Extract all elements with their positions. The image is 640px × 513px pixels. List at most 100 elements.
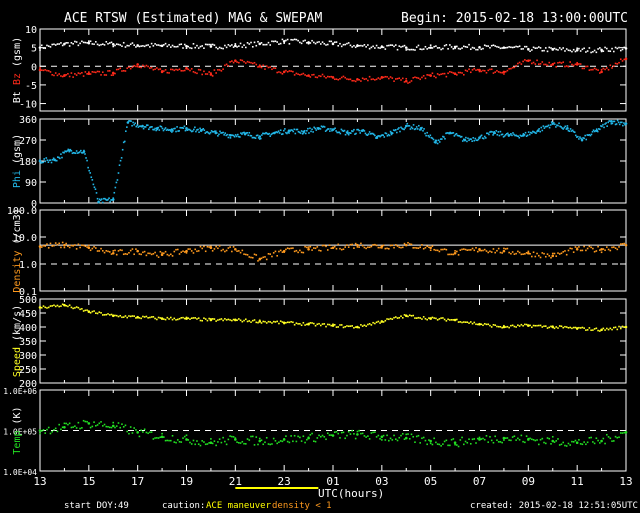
data-point [175, 46, 177, 48]
data-point [361, 77, 364, 80]
data-point [452, 253, 455, 256]
data-point [446, 132, 448, 134]
data-point [476, 323, 479, 326]
data-point [426, 48, 428, 50]
data-point [218, 318, 221, 321]
data-point [508, 46, 510, 48]
data-point [479, 135, 482, 138]
data-point [145, 64, 148, 67]
data-point [295, 128, 298, 131]
data-point [583, 67, 585, 70]
x-tick-label: 03 [375, 475, 388, 488]
data-point [425, 134, 427, 137]
data-point [253, 253, 256, 256]
data-point [265, 258, 268, 261]
data-point [141, 124, 144, 128]
data-point [110, 253, 113, 255]
data-point [274, 321, 277, 323]
data-point [175, 130, 177, 133]
data-point [382, 76, 385, 79]
data-point [250, 435, 252, 438]
data-point [211, 43, 214, 46]
data-point [115, 253, 118, 256]
data-point [346, 434, 348, 437]
data-point [506, 69, 509, 72]
data-point [593, 250, 596, 253]
data-point [611, 122, 614, 125]
data-point [150, 316, 153, 318]
data-point [117, 68, 120, 71]
data-point [428, 47, 430, 49]
data-point [592, 329, 594, 331]
data-point [513, 46, 516, 48]
data-point [307, 41, 310, 44]
data-point [606, 67, 608, 69]
data-point [185, 127, 188, 130]
data-point [539, 63, 542, 65]
data-point [322, 125, 325, 128]
data-point [410, 315, 413, 317]
data-point [593, 67, 596, 70]
data-point [323, 435, 326, 438]
data-point [405, 77, 408, 80]
data-point [164, 439, 167, 442]
data-point [464, 440, 467, 443]
data-point [343, 129, 346, 132]
data-point [337, 131, 340, 134]
data-point [170, 130, 172, 132]
data-point [528, 133, 531, 136]
data-point [281, 251, 284, 253]
data-point [475, 139, 478, 141]
data-point [375, 44, 378, 47]
data-point [616, 119, 619, 122]
data-point [624, 47, 628, 50]
data-point [572, 130, 575, 133]
data-point [515, 64, 517, 67]
data-point [77, 151, 80, 154]
data-point [604, 123, 606, 125]
data-point [478, 322, 481, 326]
data-point [487, 45, 490, 47]
data-point [497, 131, 500, 133]
data-point [155, 129, 157, 132]
data-point [50, 161, 53, 164]
data-point [557, 252, 559, 254]
data-point [281, 38, 284, 41]
data-point [466, 249, 469, 251]
data-point [321, 41, 324, 43]
data-point [579, 249, 582, 252]
data-point [307, 74, 310, 77]
data-point [597, 329, 599, 332]
data-point [386, 434, 388, 437]
data-point [100, 43, 102, 46]
data-point [208, 132, 211, 135]
data-point [268, 132, 270, 135]
data-point [180, 317, 183, 319]
data-point [536, 129, 540, 132]
data-point [147, 432, 149, 435]
data-point [482, 47, 484, 50]
data-point [353, 44, 355, 47]
data-point [443, 72, 446, 75]
data-point [464, 69, 467, 72]
data-point [366, 134, 369, 136]
data-point [524, 323, 526, 326]
data-point [539, 130, 541, 133]
data-point [584, 134, 586, 137]
data-point [272, 437, 275, 440]
data-point [293, 434, 296, 437]
data-point [229, 45, 231, 47]
data-point [435, 139, 438, 142]
data-point [123, 140, 126, 143]
data-point [139, 125, 142, 127]
data-point [99, 199, 102, 202]
data-point [116, 179, 119, 181]
data-point [372, 45, 374, 48]
data-point [166, 316, 169, 319]
data-point [148, 128, 150, 131]
data-point [339, 78, 341, 80]
data-point [194, 248, 197, 251]
data-point [502, 325, 506, 329]
data-point [241, 59, 244, 62]
data-point [236, 133, 239, 136]
